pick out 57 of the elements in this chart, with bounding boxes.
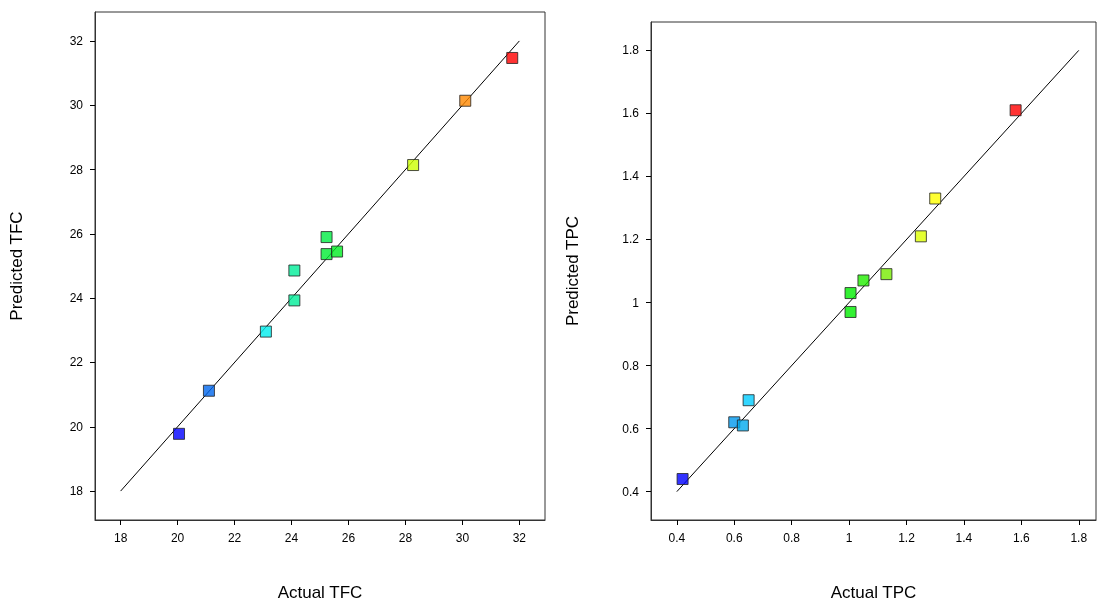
y-tick-label: 18 — [69, 484, 84, 499]
x-tick-label: 22 — [227, 531, 242, 545]
y-tick-label: 1.2 — [622, 232, 640, 247]
y-tick-label: 0.4 — [622, 484, 640, 499]
x-tick-label: 1.4 — [955, 531, 973, 545]
y-tick-label: 30 — [69, 98, 84, 113]
point — [844, 305, 857, 318]
x-tick-label: 1.6 — [1013, 531, 1031, 545]
point — [676, 473, 689, 486]
y-axis-title: Predicted TPC — [563, 215, 582, 327]
x-axis-title: Actual TFC — [277, 583, 363, 602]
x-tick-label: 0.8 — [783, 531, 801, 545]
point — [173, 427, 186, 440]
point — [331, 245, 344, 258]
point — [1009, 104, 1022, 117]
point — [880, 268, 893, 281]
y-axis-title: Predicted TFC — [7, 211, 26, 321]
x-tick-label: 26 — [341, 531, 356, 545]
x-tick-label: 1.8 — [1070, 531, 1088, 545]
point — [914, 230, 927, 243]
y-tick-label: 1 — [632, 295, 640, 310]
y-tick-label: 20 — [69, 419, 84, 434]
x-tick-label: 20 — [170, 531, 185, 545]
x-tick-label: 30 — [455, 531, 470, 545]
point — [857, 274, 870, 287]
y-tick-label: 28 — [69, 162, 84, 177]
point — [288, 264, 301, 277]
x-tick-label: 0.6 — [725, 531, 743, 545]
x-axis-title: Actual TPC — [830, 583, 917, 602]
point — [736, 419, 749, 432]
point — [407, 159, 420, 172]
y-tick-label: 24 — [69, 291, 84, 306]
y-tick-label: 22 — [69, 355, 84, 370]
x-tick-label: 28 — [398, 531, 413, 545]
x-tick-label: 0.4 — [668, 531, 686, 545]
y-tick-label: 1.6 — [622, 106, 640, 121]
y-tick-label: 26 — [69, 226, 84, 241]
point — [844, 287, 857, 300]
y-tick-label: 0.8 — [622, 358, 640, 373]
x-tick-label: 32 — [512, 531, 527, 545]
x-tick-label: 1 — [845, 531, 853, 545]
x-tick-label: 24 — [284, 531, 299, 545]
point — [288, 294, 301, 307]
x-tick-label: 1.2 — [898, 531, 916, 545]
point — [929, 192, 942, 205]
y-tick-label: 1.4 — [622, 169, 640, 184]
y-tick-label: 1.8 — [622, 43, 640, 58]
point — [459, 94, 472, 107]
point — [320, 248, 333, 261]
y-tick-label: 32 — [69, 33, 84, 48]
point — [742, 394, 755, 407]
point — [259, 325, 272, 338]
x-tick-label: 18 — [113, 531, 128, 545]
y-tick-label: 0.6 — [622, 421, 640, 436]
point — [202, 384, 215, 397]
point — [506, 51, 519, 64]
point — [320, 231, 333, 244]
